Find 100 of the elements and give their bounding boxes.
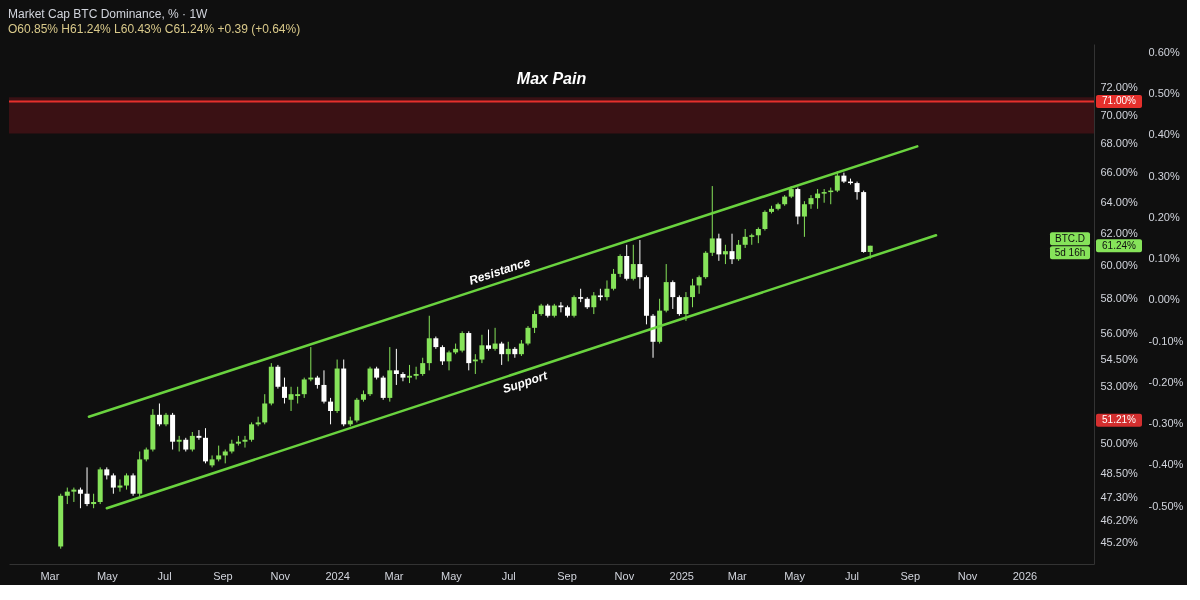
x-tick-label: Nov	[957, 569, 978, 582]
candlestick	[459, 330, 465, 353]
candlestick	[479, 334, 485, 364]
band-label: Max Pain	[516, 70, 587, 88]
candlestick	[203, 427, 208, 464]
candlestick	[630, 244, 636, 281]
candlestick	[77, 487, 83, 509]
ref-line-label: 71.00%	[1102, 95, 1137, 107]
candlestick	[321, 369, 327, 404]
y-tick-label: 50.00%	[1100, 437, 1139, 450]
candlestick	[690, 278, 696, 308]
candlestick	[196, 429, 202, 441]
candlestick	[696, 275, 702, 295]
text: 51.21%	[1102, 414, 1137, 426]
x-tick-label: Jul	[157, 569, 172, 582]
y-tick-label: 56.00%	[1100, 326, 1139, 339]
candlestick	[499, 341, 505, 366]
annotation: BTC.D	[1055, 232, 1085, 244]
candlestick	[637, 239, 643, 290]
y-tick-label: 72.00%	[1100, 81, 1139, 94]
y-tick-label: 46.20%	[1100, 514, 1139, 527]
y2-tick-label: 0.60%	[1148, 45, 1180, 58]
y2-tick-label: 0.00%	[1148, 293, 1180, 306]
candlestick	[354, 397, 360, 423]
candlestick	[492, 327, 498, 352]
candlestick	[281, 377, 287, 404]
y2-tick-label: -0.30%	[1148, 417, 1184, 430]
candlestick	[591, 291, 597, 315]
y-tick-label: 47.30%	[1100, 491, 1139, 504]
candlestick	[729, 233, 735, 265]
candlestick	[117, 478, 123, 493]
candlestick	[611, 268, 617, 291]
candlestick	[762, 209, 768, 232]
x-tick-label: Nov	[270, 569, 291, 582]
candlestick	[413, 366, 419, 380]
y-tick-label: 62.00%	[1100, 227, 1139, 240]
y2-tick-label: -0.10%	[1148, 334, 1184, 347]
candlestick	[742, 228, 748, 249]
x-tick-label: 2025	[669, 569, 694, 582]
candlestick	[328, 397, 334, 425]
x-tick-label: Sep	[900, 569, 921, 582]
y2-tick-label: 0.10%	[1148, 252, 1180, 265]
candlestick	[624, 244, 630, 281]
candlestick	[301, 377, 307, 399]
annotation: 5d 16h	[1054, 246, 1086, 258]
x-tick-label: 2024	[325, 569, 350, 582]
y-tick-label: 68.00%	[1100, 137, 1139, 150]
candlestick	[275, 364, 281, 390]
candlestick	[156, 403, 162, 427]
chart-subtitle: O60.85% H61.24% L60.43% C61.24% +0.39 (+0.64%)	[8, 22, 301, 36]
candlestick	[393, 348, 399, 386]
y2-tick-label: 0.40%	[1148, 128, 1180, 141]
candlestick	[617, 253, 623, 278]
candlestick	[676, 294, 682, 317]
candlestick	[71, 487, 77, 503]
candlestick	[439, 344, 445, 366]
x-tick-label: Jul	[844, 569, 859, 582]
candlestick	[670, 279, 676, 310]
x-tick-label: Jul	[501, 569, 516, 582]
candlestick	[709, 185, 715, 257]
y2-tick-label: 0.30%	[1148, 169, 1180, 182]
y2-tick-label: -0.50%	[1148, 499, 1184, 512]
x-tick-label: Mar	[727, 569, 748, 582]
candlestick	[242, 435, 248, 449]
y-tick-label: 48.50%	[1100, 466, 1139, 479]
y-tick-label: 58.00%	[1100, 292, 1139, 305]
candlestick	[808, 194, 814, 210]
candlestick	[189, 431, 195, 452]
x-tick-label: 2026	[1012, 569, 1038, 582]
y-tick-label: 54.50%	[1100, 353, 1139, 366]
y-tick-label: 66.00%	[1100, 166, 1139, 179]
y2-tick-label: -0.20%	[1148, 375, 1184, 388]
y2-tick-label: 0.50%	[1148, 87, 1180, 100]
y-tick-label: 45.20%	[1100, 535, 1139, 548]
candlestick	[407, 364, 413, 384]
candlestick	[420, 357, 426, 377]
candlestick	[683, 291, 689, 322]
x-tick-label: May	[96, 569, 119, 582]
x-tick-label: Mar	[384, 569, 404, 582]
x-tick-label: May	[441, 569, 463, 582]
y-tick-label: 64.00%	[1100, 196, 1139, 209]
candlestick	[854, 181, 860, 201]
candlestick	[400, 371, 406, 382]
y2-tick-label: -0.40%	[1148, 458, 1184, 471]
candlestick	[209, 454, 215, 468]
candlestick	[571, 294, 577, 318]
candlestick	[110, 472, 116, 495]
x-tick-label: Nov	[614, 569, 635, 582]
candlestick	[84, 466, 90, 507]
y-tick-label: 60.00%	[1100, 259, 1139, 272]
candlestick	[532, 310, 538, 334]
candlestick	[505, 341, 511, 362]
x-tick-label: Sep	[213, 569, 233, 582]
candlestick	[736, 239, 742, 262]
y2-tick-label: 0.20%	[1148, 210, 1180, 223]
candlestick	[262, 393, 268, 425]
candlestick	[446, 350, 452, 371]
candlestick	[716, 233, 722, 262]
y-tick-label: 70.00%	[1100, 108, 1139, 121]
x-tick-label: May	[784, 569, 806, 582]
